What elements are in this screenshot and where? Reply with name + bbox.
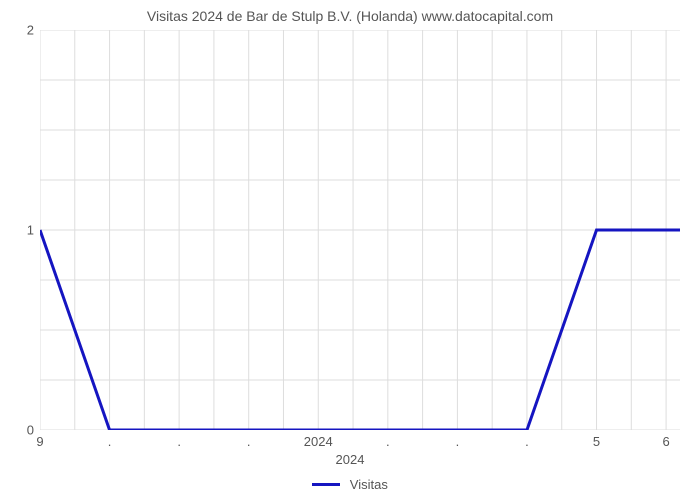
chart-title: Visitas 2024 de Bar de Stulp B.V. (Holan… bbox=[0, 8, 700, 24]
x-tick-label: . bbox=[525, 434, 529, 449]
chart-svg bbox=[40, 30, 680, 430]
x-axis-title: 2024 bbox=[0, 452, 700, 467]
plot-area bbox=[40, 30, 680, 430]
y-tick-label: 0 bbox=[4, 423, 34, 438]
legend: Visitas bbox=[0, 476, 700, 492]
x-tick-label: 6 bbox=[662, 434, 669, 449]
x-tick-label: . bbox=[108, 434, 112, 449]
x-tick-label: . bbox=[456, 434, 460, 449]
legend-swatch bbox=[312, 483, 340, 486]
chart-container: { "chart": { "type": "line", "title": "V… bbox=[0, 0, 700, 500]
x-tick-label: . bbox=[177, 434, 181, 449]
x-tick-label: 2024 bbox=[304, 434, 333, 449]
x-tick-label: 9 bbox=[36, 434, 43, 449]
grid-group bbox=[40, 30, 680, 430]
y-tick-label: 1 bbox=[4, 223, 34, 238]
x-tick-label: . bbox=[386, 434, 390, 449]
y-tick-label: 2 bbox=[4, 23, 34, 38]
x-tick-label: . bbox=[247, 434, 251, 449]
legend-label: Visitas bbox=[350, 477, 388, 492]
x-tick-label: 5 bbox=[593, 434, 600, 449]
